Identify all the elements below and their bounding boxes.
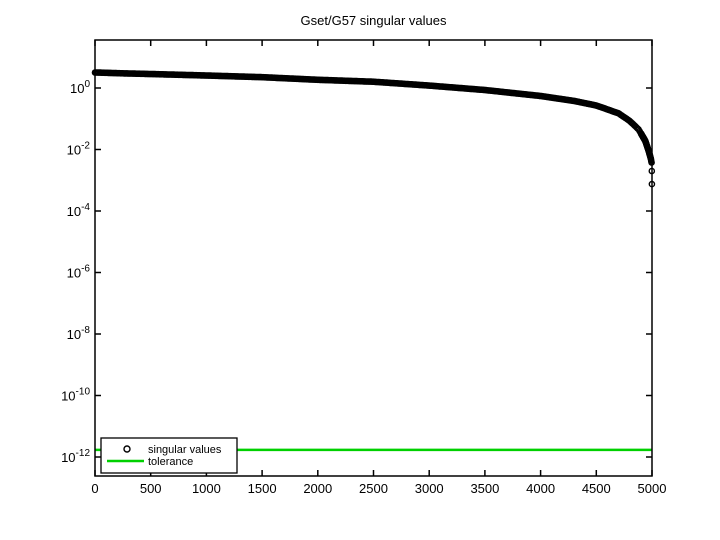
x-tick-label: 1000 [192, 481, 221, 496]
axes-layer [94, 39, 653, 477]
x-tick-label: 4500 [582, 481, 611, 496]
legend-label-tolerance: tolerance [148, 456, 193, 468]
x-tick-label: 3500 [470, 481, 499, 496]
y-tick-label: 100 [70, 79, 90, 96]
y-tick-label: 10-12 [61, 448, 90, 465]
plot-box [94, 39, 653, 477]
legend-marker-singular-values-icon [123, 445, 131, 453]
x-tick-label: 1500 [248, 481, 277, 496]
x-tick-label: 4000 [526, 481, 555, 496]
y-tick-label: 10-8 [67, 325, 91, 342]
legend-box [100, 437, 238, 474]
x-tick-label: 3000 [415, 481, 444, 496]
singular-values-layer [91, 69, 656, 188]
x-tick-label: 0 [91, 481, 98, 496]
tick-labels-layer: 0 500 1000 1500 2000 2500 3000 3500 4000 4500 5000… [61, 79, 666, 496]
y-tick-label: 10-4 [67, 202, 91, 219]
y-tick-label: 10-2 [67, 141, 91, 158]
x-tick-label: 2000 [303, 481, 332, 496]
x-tick-label: 500 [140, 481, 162, 496]
legend-label-singular-values: singular values [148, 444, 222, 456]
y-tick-label: 10-6 [67, 264, 91, 281]
singular-values-markers [91, 69, 656, 188]
y-tick-label: 10-10 [61, 387, 90, 404]
x-tick-label: 5000 [638, 481, 667, 496]
chart-title: Gset/G57 singular values [300, 13, 447, 28]
x-tick-label: 2500 [359, 481, 388, 496]
